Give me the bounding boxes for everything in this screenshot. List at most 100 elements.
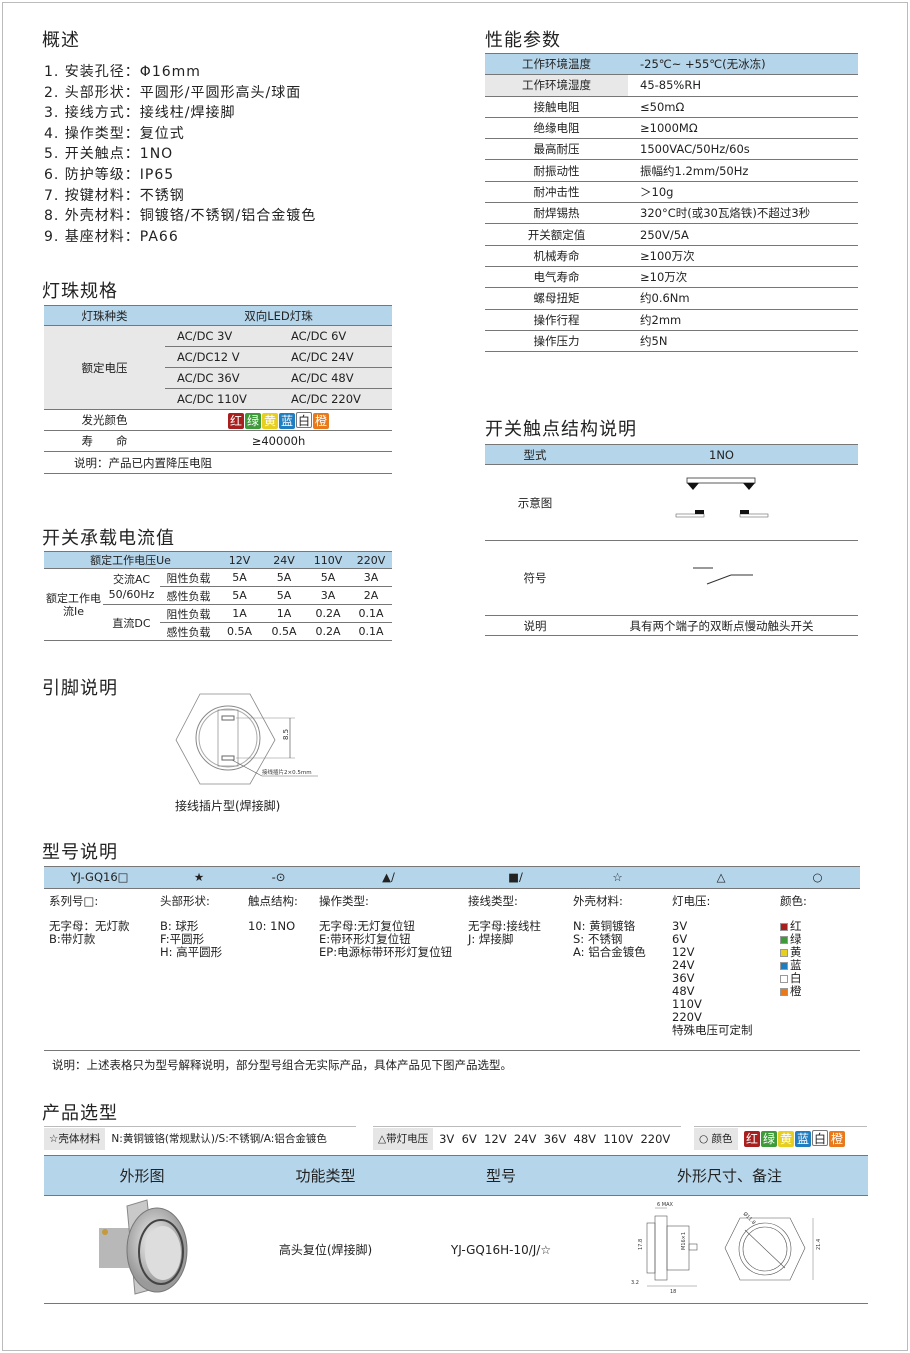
column-line: 绿 xyxy=(780,933,855,946)
line-text: 6V xyxy=(672,932,688,946)
column-line: 48V xyxy=(672,985,770,998)
line-text: 36V xyxy=(672,971,695,985)
dim-label: 18 xyxy=(670,1289,676,1295)
cell: 1A xyxy=(217,604,263,623)
line-text: 绿 xyxy=(790,932,802,946)
contact-symbol xyxy=(585,540,858,616)
perf-row: 操作行程 约2mm xyxy=(485,308,858,331)
product-photo xyxy=(44,1195,240,1304)
cell: ≥40000h xyxy=(165,430,392,452)
option-label: ○ 颜色 xyxy=(694,1127,738,1150)
color-swatch xyxy=(780,961,788,970)
param-value: ≥100万次 xyxy=(628,244,858,267)
cell: 5A xyxy=(217,568,263,587)
perf-row: 耐振动性 振幅约1.2mm/50Hz xyxy=(485,159,858,182)
header-cell: 外形图 xyxy=(44,1155,240,1196)
header-cell: 型号 xyxy=(411,1155,591,1196)
color-swatch xyxy=(780,935,788,944)
param-name: 螺母扭矩 xyxy=(485,287,628,310)
column-line: 红 xyxy=(780,920,855,933)
header-cell: YJ-GQ16□ xyxy=(44,866,155,889)
row-label: 符号 xyxy=(485,540,585,616)
perf-row: 开关额定值 250V/5A xyxy=(485,223,858,246)
column-title: 灯电压: xyxy=(672,894,711,908)
dimension-drawing-icon: 6 MAX 17.8 M16×1 3.218 Ø11.8 21.4 xyxy=(631,1202,822,1295)
column-line: 橙 xyxy=(780,985,855,998)
column-line: 黄 xyxy=(780,946,855,959)
column-line: H: 高平圆形 xyxy=(160,946,238,959)
color-chip: 蓝 xyxy=(279,412,295,429)
dim-label: 17.8 xyxy=(638,1239,644,1250)
model-column: 触点结构: 10: 1NO xyxy=(243,888,314,1051)
push-button-photo-icon xyxy=(99,1199,188,1295)
cell: 2A xyxy=(350,586,393,605)
row-label: 交流AC 50/60Hz xyxy=(103,568,160,605)
column-title: 头部形状: xyxy=(160,894,210,908)
list-item: 8. 外壳材料：铜镀铬/不锈钢/铝合金镀色 xyxy=(44,208,317,225)
param-name: 接触电阻 xyxy=(485,95,628,118)
line-text: 24V xyxy=(672,958,695,972)
line-text: 无字母:无灯复位钮 xyxy=(319,919,415,933)
perf-row: 耐焊锡热 320°C时(或30瓦烙铁)不超过3秒 xyxy=(485,202,858,225)
perf-row: 工作环境湿度 45-85%RH xyxy=(485,74,858,97)
row-label: 寿 命 xyxy=(44,430,165,452)
perf-row: 绝缘电阻 ≥1000MΩ xyxy=(485,116,858,140)
line-text: A: 铝合金镀色 xyxy=(573,945,646,959)
cell: AC/DC 3V xyxy=(165,325,279,347)
header-cell: 功能类型 xyxy=(240,1155,411,1196)
current-table: 额定工作电压Ue 12V 24V 110V 220V 额定工作电流Ie 交流AC 50/6… xyxy=(44,551,393,641)
param-value: ≥1000MΩ xyxy=(628,116,858,140)
cell: AC/DC 48V xyxy=(279,367,392,389)
param-value: 约5N xyxy=(628,329,858,353)
perf-row: 最高耐压 1500VAC/50Hz/60s xyxy=(485,138,858,161)
list-item: 6. 防护等级：IP65 xyxy=(44,166,175,183)
column-line: 36V xyxy=(672,972,770,985)
line-text: 蓝 xyxy=(790,958,802,972)
cell: 0.2A xyxy=(306,622,351,641)
header-cell: 灯珠种类 xyxy=(44,305,165,326)
line-text: 10: 1NO xyxy=(248,919,296,933)
line-text: 橙 xyxy=(790,984,802,998)
list-item: 4. 操作类型：复位式 xyxy=(44,125,185,142)
perf-row: 螺母扭矩 约0.6Nm xyxy=(485,287,858,310)
header-cell: 双向LED灯珠 xyxy=(165,305,392,326)
voltage-option-bar: △带灯电压 3V 6V 12V 24V 36V 48V 110V 220V xyxy=(373,1126,681,1150)
param-name: 机械寿命 xyxy=(485,244,628,267)
param-name: 电气寿命 xyxy=(485,265,628,289)
column-line: 特殊电压可定制 xyxy=(672,1024,770,1037)
line-text: 无字母:接线柱 xyxy=(468,919,541,933)
perf-table: 工作环境温度 -25℃~ +55℃(无冰冻) 工作环境湿度 45-85%RH 接触电阻 ≤… xyxy=(485,52,858,353)
param-value: ≤50mΩ xyxy=(628,95,858,118)
contact-diagram xyxy=(585,464,858,541)
param-value: 振幅约1.2mm/50Hz xyxy=(628,159,858,182)
cell: 0.2A xyxy=(306,604,351,623)
column-line: B:带灯款 xyxy=(49,933,150,946)
column-line: 无字母：无灯款 xyxy=(49,920,150,933)
cell: AC/DC 110V xyxy=(165,388,279,410)
header-cell: 额定工作电压Ue xyxy=(44,551,218,569)
cell: AC/DC 24V xyxy=(279,346,392,368)
param-value: 1500VAC/50Hz/60s xyxy=(628,138,858,161)
header-cell: 型式 xyxy=(485,444,585,465)
column-line: S: 不锈钢 xyxy=(573,933,662,946)
row-label: 感性负载 xyxy=(160,622,218,641)
column-line: N: 黄铜镀铬 xyxy=(573,920,662,933)
column-title: 触点结构: xyxy=(248,894,298,908)
model-table: YJ-GQ16□ ★ -⊙ ▲/■/☆ △ ○ 系列号□: 无字母：无灯款 B:带灯款 头部形状:… xyxy=(44,866,860,1051)
param-name: 工作环境湿度 xyxy=(485,74,628,97)
column-line: J: 焊接脚 xyxy=(468,933,563,946)
column-line: 12V xyxy=(672,946,770,959)
column-line: 24V xyxy=(672,959,770,972)
color-chip: 黄 xyxy=(262,412,278,429)
param-value: 约0.6Nm xyxy=(628,287,858,310)
line-text: B: 球形 xyxy=(160,919,199,933)
line-text: 无字母：无灯款 xyxy=(49,919,130,933)
overview-title: 概述 xyxy=(42,30,80,51)
line-text: 红 xyxy=(790,919,802,933)
row-label: 额定电压 xyxy=(44,325,165,410)
column-line: EP:电源标带环形灯复位钮 xyxy=(319,946,458,959)
color-chips: 红绿黄蓝白橙 xyxy=(744,1130,846,1147)
selection-table: 外形图 功能类型 型号 外形尺寸、备注 高头复位(焊接脚) YJ-GQ16H-10/J… xyxy=(44,1155,868,1304)
line-text: E:带环形灯复位钮 xyxy=(319,932,411,946)
column-line: B: 球形 xyxy=(160,920,238,933)
